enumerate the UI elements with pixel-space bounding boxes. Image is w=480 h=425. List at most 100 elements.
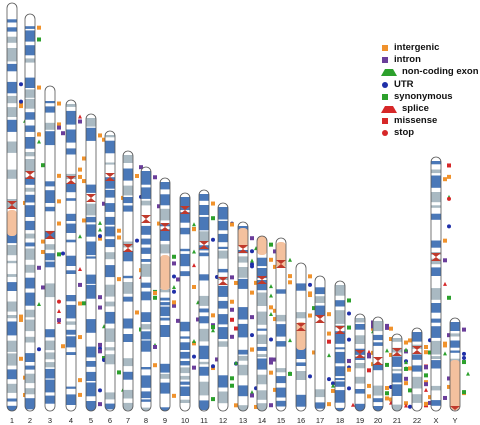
band bbox=[86, 184, 96, 193]
circle-icon bbox=[408, 404, 412, 409]
square-icon bbox=[153, 175, 157, 180]
band bbox=[218, 207, 228, 220]
square-icon bbox=[308, 313, 312, 318]
band bbox=[180, 336, 190, 339]
chromosome-outline bbox=[314, 275, 326, 412]
square-icon bbox=[443, 395, 447, 400]
band bbox=[450, 333, 460, 337]
band bbox=[45, 395, 55, 404]
band bbox=[25, 125, 35, 132]
band bbox=[180, 253, 190, 267]
chromosome-label: 3 bbox=[48, 416, 52, 425]
legend-label: non-coding exon bbox=[402, 66, 479, 78]
chromosome-7 bbox=[123, 151, 133, 411]
square-icon bbox=[230, 383, 234, 388]
square-icon bbox=[215, 357, 219, 362]
band bbox=[276, 400, 286, 407]
band bbox=[105, 189, 115, 198]
circle-icon bbox=[250, 333, 254, 338]
square-icon bbox=[211, 313, 215, 318]
chromosome-body bbox=[315, 276, 325, 411]
square-icon bbox=[98, 295, 102, 300]
band bbox=[45, 206, 55, 212]
band bbox=[315, 305, 325, 316]
chromosome-label: 12 bbox=[219, 416, 227, 425]
band bbox=[431, 267, 441, 276]
chromosome-body bbox=[335, 281, 345, 411]
band bbox=[257, 280, 267, 291]
band bbox=[315, 389, 325, 398]
square-icon bbox=[447, 163, 451, 168]
chromosome-label: 17 bbox=[316, 416, 324, 425]
band bbox=[238, 355, 248, 361]
square-icon bbox=[269, 403, 273, 408]
triangle-icon bbox=[78, 114, 82, 119]
band bbox=[450, 322, 460, 331]
square-icon bbox=[273, 357, 277, 362]
chromosome-outline bbox=[24, 13, 36, 412]
square-icon bbox=[153, 363, 157, 368]
band bbox=[431, 192, 441, 203]
band bbox=[25, 264, 35, 273]
square-icon bbox=[254, 404, 258, 409]
square-icon bbox=[37, 265, 41, 270]
square-icon bbox=[250, 315, 254, 320]
band bbox=[199, 400, 209, 411]
band bbox=[199, 205, 209, 215]
centromere bbox=[450, 406, 460, 411]
band bbox=[66, 183, 76, 193]
band bbox=[105, 216, 115, 225]
band bbox=[180, 351, 190, 359]
chromosome-outline bbox=[354, 313, 366, 412]
band bbox=[238, 267, 248, 278]
square-icon bbox=[37, 132, 41, 137]
triangle-icon bbox=[269, 312, 273, 317]
square-icon bbox=[288, 371, 292, 376]
triangle-icon bbox=[443, 281, 447, 286]
square-icon bbox=[382, 93, 388, 100]
band bbox=[373, 364, 383, 371]
triangle-icon bbox=[78, 234, 82, 239]
band bbox=[7, 95, 17, 104]
legend-label: stop bbox=[394, 127, 415, 139]
band bbox=[392, 373, 402, 383]
band bbox=[141, 340, 151, 352]
circle-icon bbox=[172, 289, 176, 294]
band bbox=[160, 182, 170, 190]
band bbox=[7, 369, 17, 380]
band bbox=[86, 346, 96, 358]
band bbox=[66, 255, 76, 266]
heterochromatin-region bbox=[238, 228, 248, 248]
band bbox=[431, 318, 441, 323]
band bbox=[431, 213, 441, 220]
square-icon bbox=[443, 238, 447, 243]
band bbox=[105, 347, 115, 351]
band bbox=[7, 119, 17, 132]
band bbox=[25, 30, 35, 42]
square-icon bbox=[424, 345, 428, 350]
band bbox=[257, 268, 267, 279]
band bbox=[218, 327, 228, 339]
chromosome-body bbox=[392, 334, 402, 411]
band bbox=[257, 403, 267, 411]
band bbox=[7, 315, 17, 319]
square-icon bbox=[443, 258, 447, 263]
chromosome-X bbox=[431, 157, 441, 411]
square-icon bbox=[98, 402, 102, 407]
triangle-icon bbox=[37, 139, 41, 144]
triangle-icon bbox=[327, 353, 331, 358]
square-icon bbox=[78, 392, 82, 397]
centromere bbox=[276, 260, 286, 268]
band bbox=[199, 361, 209, 365]
band bbox=[373, 321, 383, 332]
chromosome-outline bbox=[198, 189, 210, 412]
centromere bbox=[199, 241, 209, 249]
square-icon bbox=[404, 381, 408, 386]
triangle-icon bbox=[424, 387, 428, 392]
chromosome-outline bbox=[140, 166, 152, 412]
chromosome-body bbox=[66, 100, 76, 411]
band bbox=[105, 392, 115, 400]
band bbox=[431, 205, 441, 208]
band bbox=[45, 122, 55, 130]
